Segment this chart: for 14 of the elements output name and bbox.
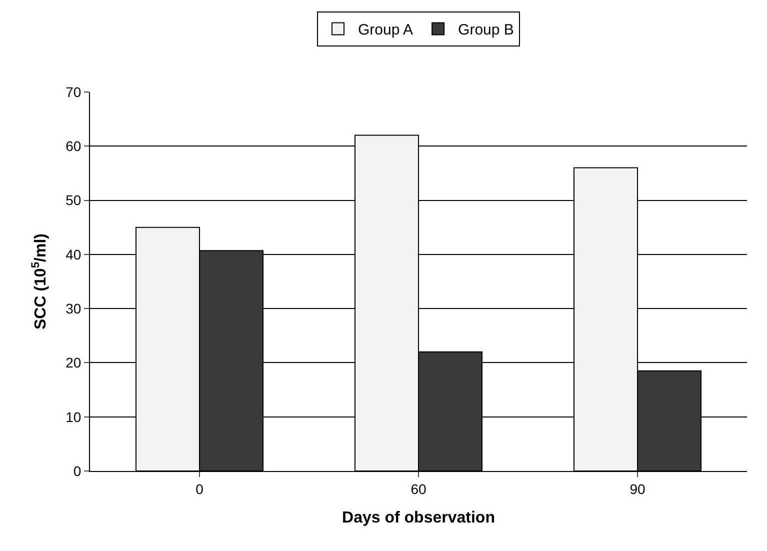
y-tick-label: 60 bbox=[66, 138, 82, 154]
y-tick-label: 70 bbox=[66, 84, 82, 100]
x-tick-label: 60 bbox=[410, 480, 426, 497]
y-tick-label: 30 bbox=[66, 300, 82, 316]
y-tick-label: 10 bbox=[66, 408, 82, 425]
y-tick-label: 20 bbox=[66, 354, 82, 371]
y-tick-label: 50 bbox=[66, 192, 82, 208]
x-tick-label: 0 bbox=[196, 480, 204, 497]
x-axis-title: Days of observation bbox=[342, 510, 495, 526]
legend-label: Group B bbox=[458, 22, 514, 39]
y-tick-label: 0 bbox=[73, 462, 82, 479]
y-tick-label: 40 bbox=[66, 246, 82, 262]
x-tick-label: 90 bbox=[630, 480, 646, 497]
legend-label: Group A bbox=[358, 22, 414, 39]
